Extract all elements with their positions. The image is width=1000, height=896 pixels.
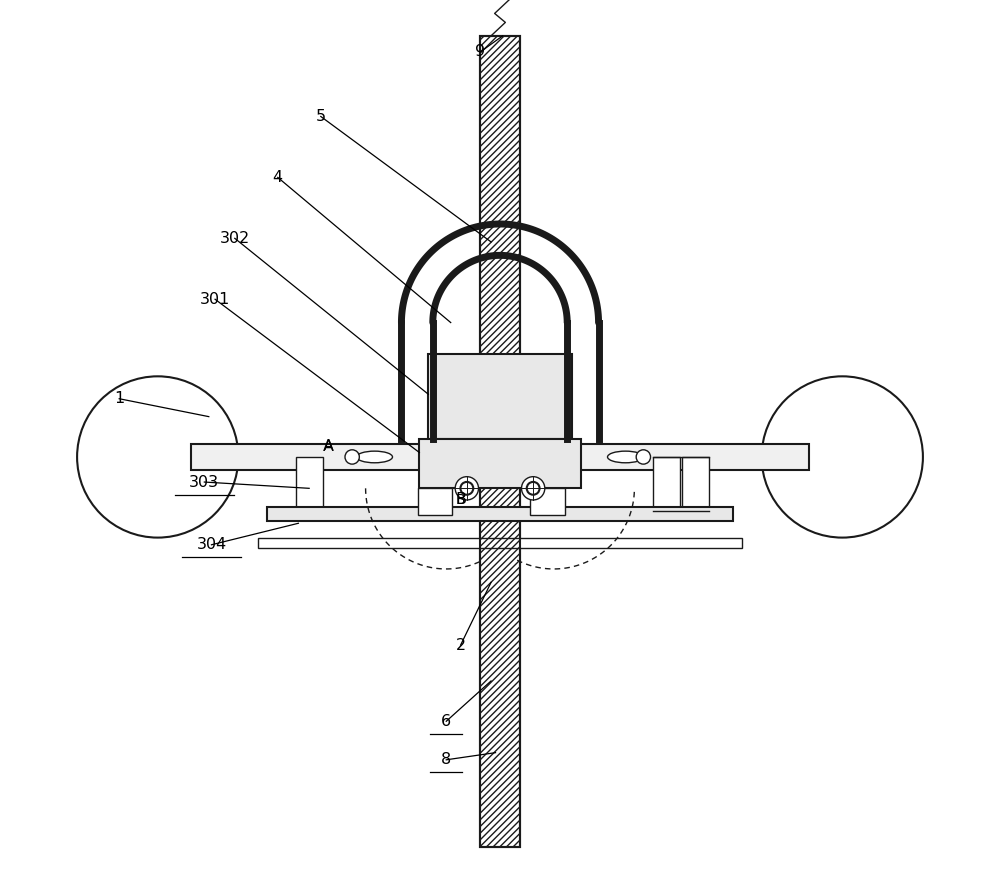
Text: 301: 301	[200, 292, 230, 306]
Circle shape	[527, 482, 540, 495]
Text: B: B	[455, 493, 466, 507]
Circle shape	[522, 477, 545, 500]
Text: 302: 302	[220, 231, 250, 246]
Bar	[530, 488, 565, 515]
Text: B: B	[456, 493, 465, 507]
Circle shape	[762, 376, 923, 538]
Text: 304: 304	[196, 538, 227, 552]
Text: 4: 4	[273, 170, 283, 185]
Ellipse shape	[357, 452, 392, 463]
Text: A: A	[324, 439, 334, 453]
Text: A: A	[323, 439, 334, 453]
Text: 6: 6	[441, 714, 451, 728]
Bar	[191, 444, 809, 470]
Text: 5: 5	[316, 109, 326, 124]
Ellipse shape	[608, 452, 643, 463]
Circle shape	[460, 482, 473, 495]
Bar	[258, 538, 742, 548]
Bar	[418, 488, 452, 515]
Bar	[653, 457, 680, 511]
Bar	[419, 439, 581, 488]
Bar	[682, 457, 709, 511]
Circle shape	[455, 477, 478, 500]
Text: 8: 8	[441, 753, 451, 767]
Text: 1: 1	[114, 392, 124, 406]
Circle shape	[636, 450, 651, 464]
Bar	[267, 507, 733, 521]
Bar	[296, 457, 323, 511]
Circle shape	[77, 376, 238, 538]
Text: 303: 303	[189, 475, 219, 489]
Bar	[428, 354, 572, 439]
Bar	[480, 36, 520, 847]
Circle shape	[345, 450, 359, 464]
Text: 9: 9	[475, 45, 485, 59]
Bar	[480, 36, 520, 847]
Text: 2: 2	[456, 638, 466, 652]
